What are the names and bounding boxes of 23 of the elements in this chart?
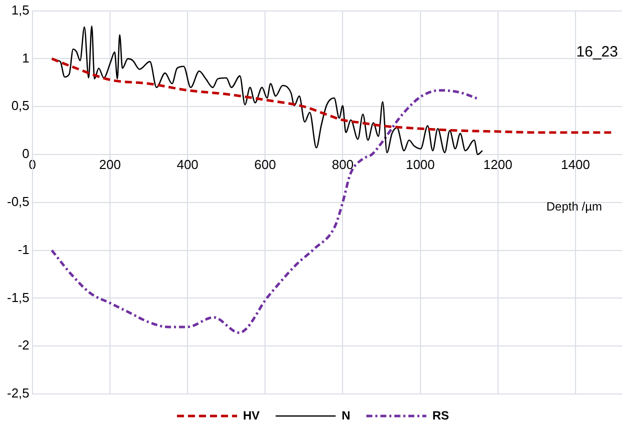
legend-label: HV [242,408,260,422]
x-tick-label: 1200 [483,156,512,172]
legend-label: RS [432,408,450,422]
x-axis-title: Depth /µm [546,200,602,214]
y-tick-label: -1,5 [6,290,30,305]
x-tick-label: 800 [332,156,354,172]
x-tick-label: 1400 [560,156,590,172]
x-tick-label: 1000 [406,156,435,172]
y-tick-label: 1,5 [11,2,30,18]
y-tick-label: -2,5 [6,386,30,401]
x-tick-label: 200 [99,156,121,172]
y-tick-label: 0 [22,146,30,162]
x-tick-label: 600 [254,156,276,172]
y-tick-label: -2 [18,338,30,353]
y-tick-label: 0,5 [11,98,30,114]
x-tick-label: 400 [176,156,198,172]
line-series [50,89,480,334]
y-tick-label: -0,5 [6,194,30,209]
line-series [57,25,484,156]
y-tick-label: 1 [22,50,30,66]
y-tick-label: -1 [18,242,30,257]
annotation: 16_23 [576,43,618,60]
legend-label: N [342,408,350,422]
